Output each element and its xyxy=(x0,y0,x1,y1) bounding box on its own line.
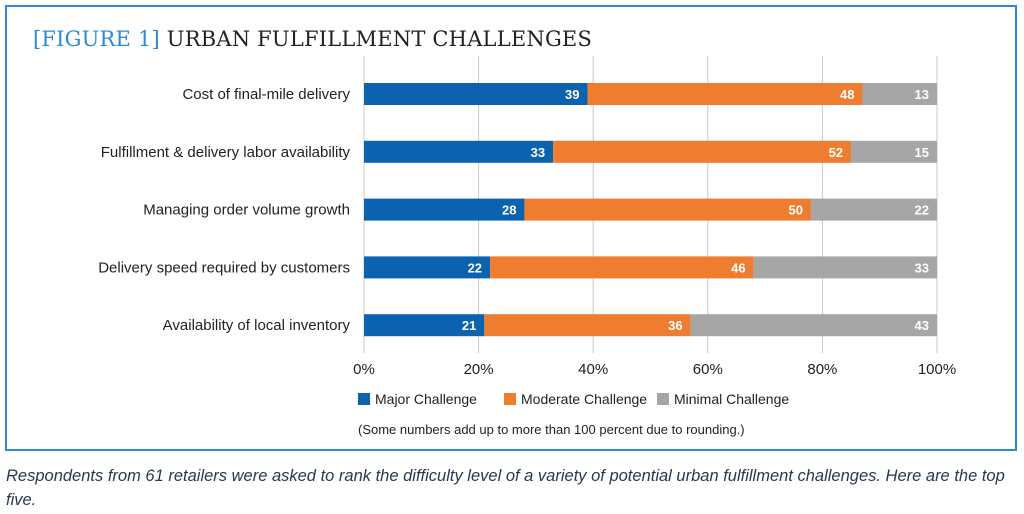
chart-title: [FIGURE 1] URBAN FULFILLMENT CHALLENGES xyxy=(33,27,592,51)
figure-frame xyxy=(5,5,1017,451)
data-label: 21 xyxy=(462,318,476,333)
x-tick-label: 60% xyxy=(693,361,723,378)
category-label: Availability of local inventory xyxy=(163,317,351,334)
category-label: Fulfillment & delivery labor availabilit… xyxy=(101,144,351,161)
bar-segment xyxy=(364,198,525,221)
data-label: 50 xyxy=(788,203,802,218)
legend-swatch xyxy=(657,393,669,405)
data-label: 52 xyxy=(829,145,843,160)
bar-segment xyxy=(524,198,811,221)
data-label: 13 xyxy=(915,87,929,102)
data-label: 48 xyxy=(840,87,854,102)
bar-segment xyxy=(484,314,691,337)
legend-label: Moderate Challenge xyxy=(521,391,647,407)
bar-segment xyxy=(364,314,485,337)
data-label: 36 xyxy=(668,318,682,333)
data-label: 39 xyxy=(565,87,579,102)
data-label: 43 xyxy=(915,318,929,333)
bar-segment xyxy=(364,140,554,163)
bar-segment xyxy=(690,314,937,337)
bar-segment xyxy=(364,83,588,105)
data-label: 22 xyxy=(468,260,482,275)
legend-swatch xyxy=(504,393,516,405)
x-tick-label: 40% xyxy=(578,361,608,378)
legend-label: Major Challenge xyxy=(375,391,477,407)
x-tick-label: 20% xyxy=(464,361,494,378)
x-tick-label: 100% xyxy=(918,361,956,378)
data-label: 33 xyxy=(915,260,929,275)
figure-caption: Respondents from 61 retailers were asked… xyxy=(6,467,1005,509)
bar-segment xyxy=(490,256,754,279)
bar-segment xyxy=(810,198,937,221)
data-label: 28 xyxy=(502,203,516,218)
category-label: Delivery speed required by customers xyxy=(98,259,350,276)
data-label: 22 xyxy=(915,203,929,218)
data-label: 46 xyxy=(731,260,745,275)
legend-swatch xyxy=(358,393,370,405)
data-label: 15 xyxy=(915,145,929,160)
bar-segment xyxy=(553,140,852,163)
bar-segment xyxy=(753,256,937,279)
category-label: Cost of final-mile delivery xyxy=(182,86,350,103)
title-text: URBAN FULFILLMENT CHALLENGES xyxy=(166,27,593,51)
data-label: 33 xyxy=(531,145,545,160)
figure-number: [FIGURE 1] xyxy=(33,27,160,51)
bar-segment xyxy=(851,140,937,163)
bar-segment xyxy=(862,83,937,105)
x-tick-label: 80% xyxy=(807,361,837,378)
bar-segment xyxy=(587,83,863,105)
rounding-note: (Some numbers add up to more than 100 pe… xyxy=(358,422,745,437)
legend-label: Minimal Challenge xyxy=(674,391,789,407)
bar-segment xyxy=(364,256,491,279)
category-label: Managing order volume growth xyxy=(143,202,350,219)
x-tick-label: 0% xyxy=(353,361,375,378)
